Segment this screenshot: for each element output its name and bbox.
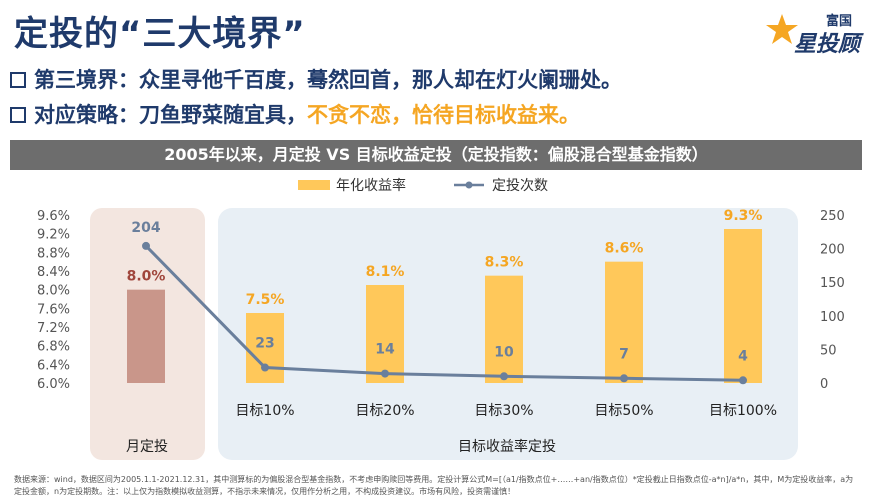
y-left-tick: 6.0% (37, 377, 70, 392)
y-right-tick: 250 (820, 209, 845, 224)
realm-line: 第三境界：众里寻他千百度，蓦然回首，那人却在灯火阑珊处。 (10, 64, 622, 94)
y-left-tick: 7.6% (37, 302, 70, 317)
line-point (620, 374, 628, 383)
brand-main-text: 星投顾 (793, 32, 860, 57)
bar (485, 275, 523, 383)
x-tick-label: 目标30% (474, 403, 533, 419)
bar-data-label: 8.1% (366, 264, 405, 280)
chart-svg: 年化收益率 定投次数 9.6% 9.2% 8.8% 8.4% 8.0% 7.6% 7.2% 6.8… (37, 177, 845, 460)
bar (127, 289, 165, 383)
line-point (739, 376, 747, 385)
brand-logo: 富国 星投顾 (764, 8, 860, 57)
group-label-target: 目标收益率定投 (458, 438, 556, 455)
legend-bar-label: 年化收益率 (336, 177, 406, 194)
legend-line-label: 定投次数 (492, 178, 548, 194)
y-right-tick: 50 (820, 343, 837, 358)
strategy-text: 刀鱼野菜随宜具， (139, 103, 307, 127)
realm-prefix: 第三境界： (34, 68, 139, 92)
line-point (261, 363, 269, 372)
strategy-prefix: 对应策略： (34, 103, 139, 127)
line-point (500, 372, 508, 381)
chart-title: 2005年以来，月定投 VS 目标收益定投（定投指数：偏股混合型基金指数） (10, 140, 862, 170)
y-right-tick: 150 (820, 276, 845, 291)
strategy-line: 对应策略：刀鱼野菜随宜具，不贪不恋，恰待目标收益来。 (10, 99, 580, 129)
bar-data-label: 7.5% (246, 292, 285, 308)
x-tick-label: 目标10% (235, 403, 294, 419)
footnote: 数据来源：wind，数据区间为2005.1.1-2021.12.31，其中测算标… (14, 475, 854, 496)
y-left-tick: 8.0% (37, 284, 70, 299)
bar (724, 229, 762, 383)
y-left-tick: 9.6% (37, 209, 70, 224)
legend-line-marker (465, 181, 473, 189)
chart-container: 2005年以来，月定投 VS 目标收益定投（定投指数：偏股混合型基金指数） 年化… (10, 140, 862, 464)
checkbox-square-icon (10, 72, 26, 88)
y-left-tick: 6.4% (37, 358, 70, 373)
y-left-tick: 8.8% (37, 246, 70, 261)
y-right-tick: 0 (820, 377, 828, 392)
bar-data-label: 8.6% (605, 241, 644, 257)
y-left-tick: 6.8% (37, 340, 70, 355)
line-data-label: 204 (131, 220, 160, 236)
bar-data-label: 8.0% (127, 269, 166, 285)
y-right-tick: 100 (820, 310, 845, 325)
bar-data-label: 8.3% (485, 255, 524, 271)
line-point (381, 369, 389, 378)
brand-top-text: 富国 (825, 14, 852, 29)
line-point (142, 241, 150, 250)
y-left-tick: 8.4% (37, 265, 70, 280)
realm-text: 众里寻他千百度，蓦然回首，那人却在灯火阑珊处。 (139, 68, 622, 92)
y-left-tick: 7.2% (37, 321, 70, 336)
line-data-label: 4 (738, 348, 748, 364)
line-data-label: 10 (494, 344, 514, 360)
bar (605, 261, 643, 383)
y-right-tick: 200 (820, 243, 845, 258)
line-data-label: 14 (375, 342, 395, 358)
line-data-label: 23 (255, 336, 274, 352)
bar (366, 285, 404, 383)
x-tick-label: 目标50% (594, 403, 653, 419)
y-left-tick: 9.2% (37, 228, 70, 243)
bar-data-label: 9.3% (724, 208, 763, 224)
line-series (144, 244, 744, 382)
x-tick-label: 目标100% (709, 403, 777, 419)
page-title: 定投的“三大境界” (14, 14, 306, 54)
x-tick-label: 目标20% (355, 403, 414, 419)
checkbox-square-icon (10, 107, 26, 123)
star-logo-icon (766, 14, 798, 44)
strategy-highlight: 不贪不恋，恰待目标收益来。 (307, 103, 580, 127)
group-label-monthly: 月定投 (126, 439, 168, 455)
line-data-label: 7 (619, 346, 629, 362)
legend-bar-swatch (298, 180, 330, 190)
